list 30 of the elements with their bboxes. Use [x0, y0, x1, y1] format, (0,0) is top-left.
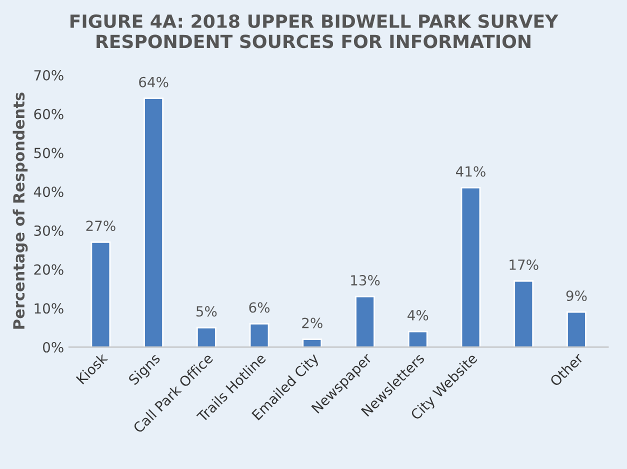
data-label: 17% [510, 259, 538, 270]
y-axis-title: Percentage of Respondents [12, 92, 28, 329]
bar [514, 280, 534, 348]
data-label: 5% [196, 306, 217, 317]
bar [460, 187, 481, 348]
y-tick-label: 20% [34, 264, 64, 275]
y-tick-label: 40% [34, 186, 64, 198]
bar [566, 311, 586, 348]
bar [144, 98, 164, 348]
data-label: 9% [566, 290, 587, 302]
y-tick-label: 70% [34, 70, 64, 81]
bar [302, 338, 322, 348]
bar [249, 323, 270, 348]
chart-title: FIGURE 4A: 2018 UPPER BIDWELL PARK SURVEY RESPONDENT SOURCES FOR INFORMATION [70, 14, 558, 48]
data-label: 41% [456, 166, 486, 177]
bar [90, 241, 111, 348]
data-label: 6% [249, 302, 270, 313]
data-label: 4% [408, 310, 428, 320]
data-label: 27% [86, 220, 116, 232]
y-tick-label: 60% [34, 108, 64, 120]
y-tick-label: 50% [34, 148, 64, 158]
y-tick-label: 0% [42, 342, 64, 353]
data-label: 64% [139, 76, 168, 88]
bar [408, 330, 428, 348]
bar [355, 296, 375, 348]
y-tick-label: 10% [34, 303, 64, 314]
bar [196, 326, 216, 348]
data-label: 2% [302, 318, 322, 328]
y-tick-label: 30% [34, 225, 64, 236]
data-label: 13% [351, 275, 380, 286]
